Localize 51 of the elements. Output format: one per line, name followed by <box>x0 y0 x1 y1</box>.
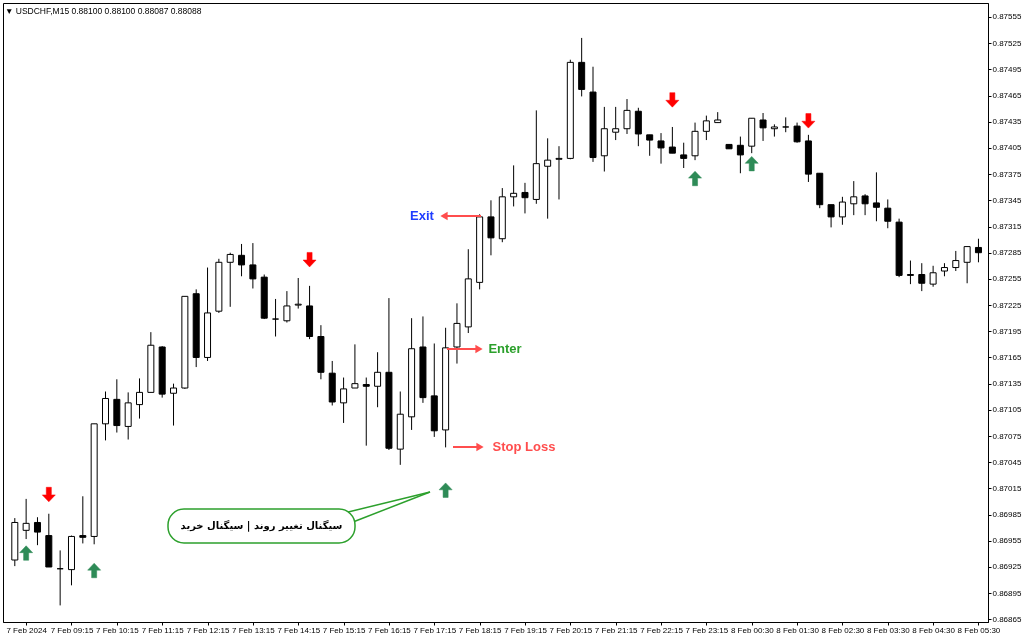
x-tick-label: 7 Feb 13:15 <box>232 625 276 635</box>
y-tick-label: 0.87435 <box>992 117 1022 127</box>
y-tick-label: 0.87195 <box>992 326 1022 336</box>
y-tick-label: 0.87045 <box>992 457 1022 467</box>
x-tick-label: 8 Feb 05:30 <box>957 625 1001 635</box>
y-tick-label: 0.87375 <box>992 169 1022 179</box>
x-tick-label: 7 Feb 09:15 <box>50 625 94 635</box>
x-tick-label: 8 Feb 01:30 <box>776 625 820 635</box>
x-tick-label: 8 Feb 02:30 <box>821 625 865 635</box>
annotation: Stop Loss <box>492 439 556 454</box>
y-tick-label: 0.86925 <box>992 562 1022 572</box>
y-tick-label: 0.87345 <box>992 195 1022 205</box>
x-tick-label: 8 Feb 04:30 <box>912 625 956 635</box>
x-tick-label: 8 Feb 00:30 <box>730 625 775 635</box>
x-tick-label: 7 Feb 20:15 <box>549 625 593 635</box>
y-tick-label: 0.86985 <box>992 510 1022 520</box>
y-tick-label: 0.87255 <box>992 274 1022 284</box>
y-tick-label: 0.86865 <box>992 614 1022 624</box>
x-tick-label: 7 Feb 11:15 <box>141 625 185 635</box>
y-tick-label: 0.86955 <box>992 536 1022 546</box>
y-tick-label: 0.87285 <box>992 248 1022 258</box>
x-tick-label: 7 Feb 22:15 <box>640 625 684 635</box>
y-tick-label: 0.87135 <box>992 379 1022 389</box>
annotation: سیگنال تغییر روند | سیگنال خرید <box>180 519 343 532</box>
x-tick-label: 7 Feb 10:15 <box>95 625 140 635</box>
x-tick-label: 7 Feb 19:15 <box>504 625 548 635</box>
y-tick-label: 0.87555 <box>992 12 1022 22</box>
annotation: Exit <box>410 208 435 223</box>
x-tick-label: 7 Feb 21:15 <box>594 625 639 635</box>
y-tick-label: 0.87105 <box>992 405 1022 415</box>
chart-title: ▼ USDCHF,M15 0.88100 0.88100 0.88087 0.88088 <box>5 5 202 16</box>
y-tick-label: 0.87525 <box>992 38 1022 48</box>
y-tick-label: 0.87315 <box>992 222 1022 231</box>
y-tick-label: 0.87465 <box>992 91 1022 101</box>
x-tick-label: 7 Feb 16:15 <box>368 625 412 635</box>
y-tick-label: 0.86895 <box>992 588 1022 598</box>
x-tick-label: 7 Feb 17:15 <box>413 625 457 635</box>
y-tick-label: 0.87075 <box>992 431 1022 441</box>
y-tick-label: 0.87225 <box>992 300 1022 310</box>
x-tick-label: 7 Feb 23:15 <box>685 625 729 635</box>
x-tick-label: 7 Feb 15:15 <box>322 625 366 635</box>
y-tick-label: 0.87495 <box>992 64 1022 74</box>
x-tick-label: 8 Feb 03:30 <box>866 625 911 635</box>
x-tick-label: 7 Feb 12:15 <box>186 625 230 635</box>
y-tick-label: 0.87015 <box>992 483 1022 493</box>
y-tick-label: 0.87405 <box>992 143 1022 153</box>
y-tick-label: 0.87165 <box>992 352 1022 362</box>
annotation: Enter <box>488 341 522 356</box>
x-tick-label: 7 Feb 14:15 <box>277 625 321 635</box>
x-tick-label: 7 Feb 2024 <box>6 625 48 635</box>
x-tick-label: 7 Feb 18:15 <box>458 625 503 635</box>
